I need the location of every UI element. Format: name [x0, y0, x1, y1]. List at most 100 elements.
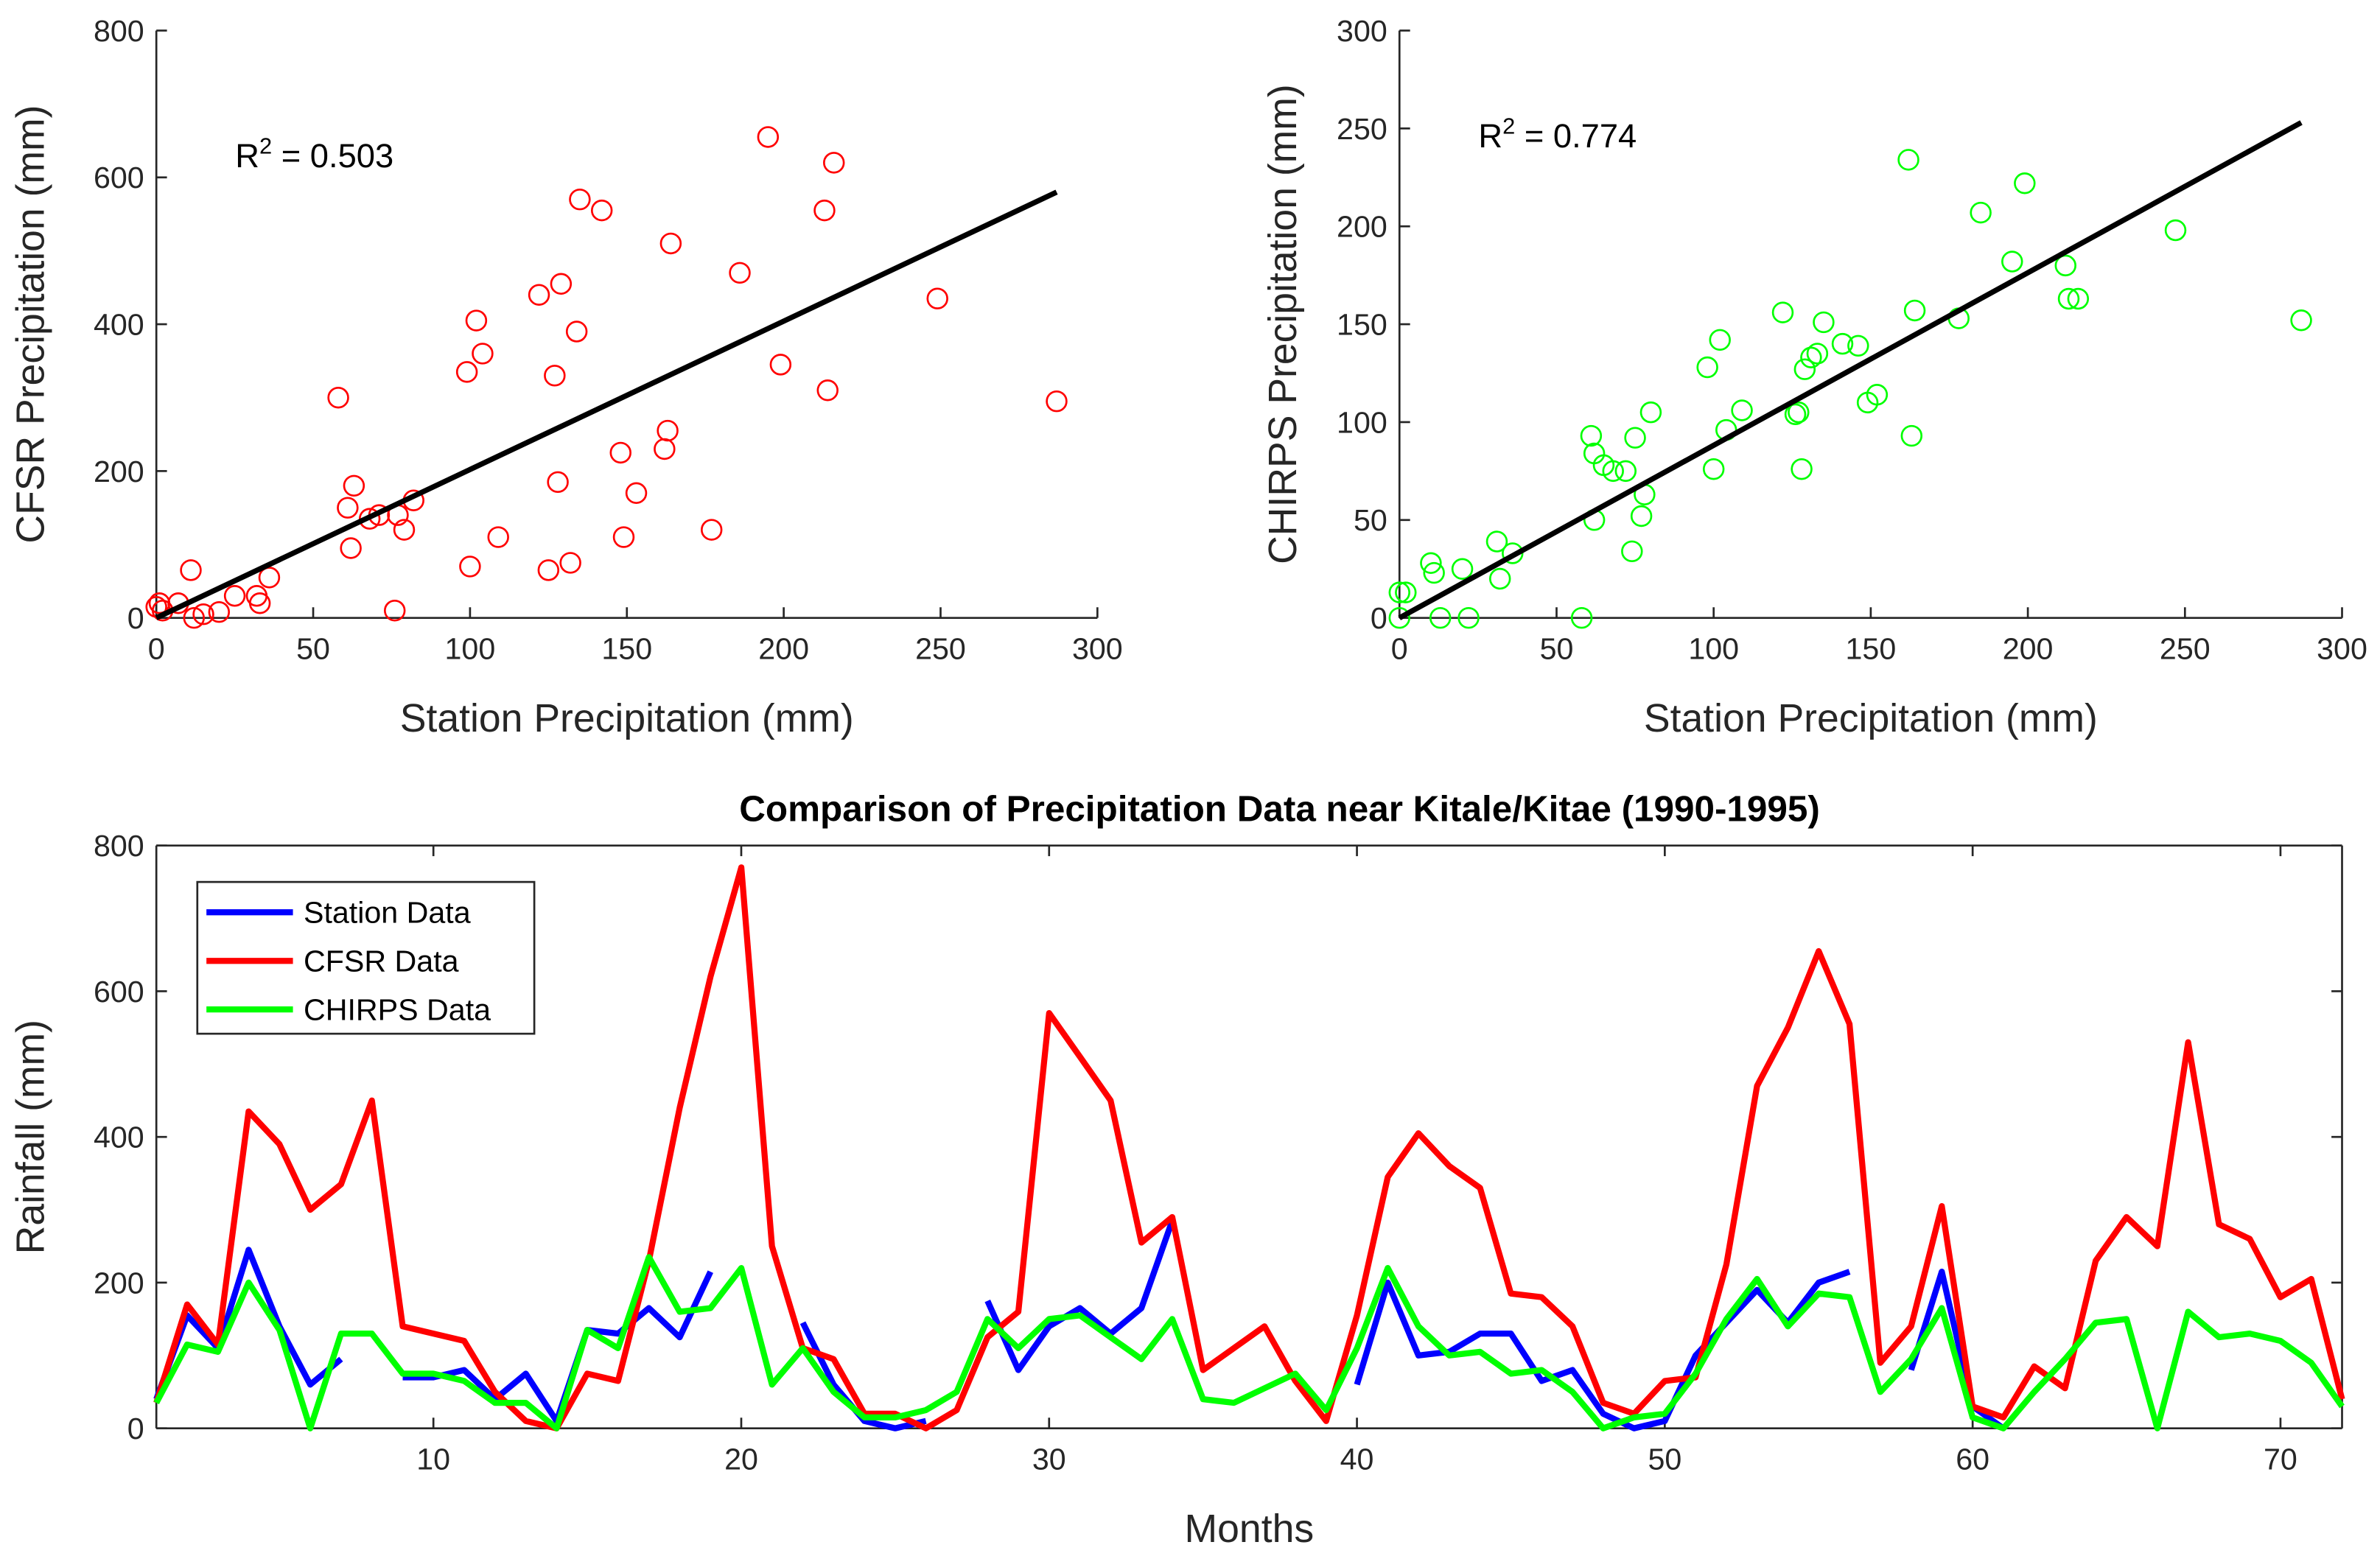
scatter-point	[1709, 329, 1731, 351]
y-tick-label: 400	[94, 1121, 144, 1154]
scatter-point	[1970, 201, 1992, 224]
scatter-point	[487, 526, 509, 548]
regression-line	[1398, 120, 2303, 620]
scatter-point	[1388, 581, 1411, 603]
scatter-point	[1813, 311, 1835, 334]
r-squared-superscript: 2	[1502, 113, 1515, 139]
scatter-point	[1847, 334, 1869, 357]
legend: Station Data CFSR Data CHIRPS Data	[196, 880, 536, 1035]
scatter-point	[1866, 384, 1889, 406]
y-tick-label: 0	[127, 1412, 144, 1445]
r-squared-annotation: R2 = 0.774	[1478, 113, 1637, 155]
x-tick-label: 0	[148, 631, 165, 665]
scatter-point	[393, 519, 416, 541]
scatter-point	[1831, 332, 1854, 355]
legend-label: CFSR Data	[304, 945, 459, 978]
y-tick-label: 250	[1337, 112, 1387, 146]
scatter-point	[569, 188, 591, 211]
x-axis-label: Station Precipitation (mm)	[400, 697, 854, 740]
scatter-point	[1696, 356, 1718, 379]
x-tick-label: 200	[2003, 631, 2054, 665]
x-tick-label: 100	[445, 631, 496, 665]
scatter-point	[2001, 250, 2023, 273]
scatter-point	[1793, 358, 1816, 380]
x-tick-label: 200	[758, 631, 809, 665]
scatter-point	[459, 556, 481, 578]
scatter-point	[1570, 606, 1593, 629]
scatter-point	[700, 519, 723, 541]
scatter-point	[2290, 309, 2312, 332]
scatter-point	[1630, 505, 1653, 528]
scatter-point	[1771, 301, 1794, 323]
r-squared-superscript: 2	[259, 133, 272, 158]
y-tick-label: 800	[94, 14, 144, 48]
y-tick-label: 200	[94, 1266, 144, 1300]
y-tick-label: 600	[94, 975, 144, 1009]
x-tick-label: 20	[724, 1442, 758, 1476]
scatter-point	[1488, 567, 1511, 590]
x-axis-label: Months	[1185, 1507, 1315, 1551]
scatter-point	[657, 419, 679, 442]
r-squared-symbol: R	[1478, 117, 1502, 155]
scatter-point	[1395, 581, 1417, 603]
scatter-point	[1423, 561, 1445, 584]
scatter-point	[1903, 299, 1926, 322]
scatter-point	[258, 567, 281, 589]
x-tick-label: 10	[416, 1442, 450, 1476]
scatter-point	[1791, 458, 1813, 480]
scatter-point	[1784, 403, 1807, 426]
scatter-point	[223, 585, 246, 607]
scatter-point	[565, 320, 588, 343]
x-tick-label: 50	[296, 631, 330, 665]
scatter-point	[183, 606, 205, 629]
scatter-point	[1388, 606, 1411, 629]
x-axis-label: Station Precipitation (mm)	[1644, 697, 2098, 740]
scatter-point	[1639, 401, 1662, 424]
y-axis-label: Rainfall (mm)	[10, 1020, 53, 1254]
scatter-point	[1580, 424, 1603, 447]
regression-line	[155, 189, 1058, 620]
x-tick-label: 0	[1391, 631, 1408, 665]
scatter-point	[544, 365, 566, 387]
scatter-point	[455, 361, 478, 383]
scatter-point	[659, 232, 682, 255]
scatter-point	[1800, 346, 1822, 368]
scatter-point	[1420, 552, 1442, 574]
scatter-point	[625, 482, 648, 504]
scatter-point	[248, 592, 271, 614]
y-tick-label: 600	[94, 161, 144, 194]
scatter-point	[1806, 343, 1829, 365]
scatter-point	[654, 438, 676, 460]
x-tick-label: 150	[601, 631, 652, 665]
scatter-point	[1602, 460, 1624, 483]
scatter-point	[537, 559, 560, 581]
scatter-point	[1900, 424, 1923, 447]
scatter-point	[180, 559, 202, 581]
scatter-point	[340, 537, 362, 559]
y-axis-label: CFSR Precipitation (mm)	[10, 105, 53, 544]
scatter-point	[472, 343, 494, 365]
scatter-point	[327, 386, 349, 409]
scatter-point	[757, 126, 780, 148]
scatter-point	[2057, 287, 2080, 310]
scatter-point	[208, 600, 231, 623]
r-squared-annotation: R2 = 0.503	[235, 133, 393, 175]
y-tick-label: 200	[94, 455, 144, 488]
y-tick-label: 200	[1337, 210, 1387, 244]
x-tick-label: 300	[2317, 631, 2367, 665]
x-tick-label: 60	[1956, 1442, 1989, 1476]
scatter-point	[1731, 399, 1753, 421]
legend-label: CHIRPS Data	[304, 993, 491, 1027]
scatter-point	[1788, 401, 1810, 424]
scatter-point	[1451, 558, 1474, 580]
scatter-point	[813, 199, 836, 222]
x-tick-label: 30	[1032, 1442, 1066, 1476]
scatter-point	[547, 471, 569, 494]
scatter-point	[192, 603, 214, 625]
series-line-chirps-data	[153, 1254, 2345, 1431]
y-tick-label: 400	[94, 307, 144, 341]
scatter-point	[550, 273, 573, 295]
scatter-point	[337, 497, 359, 519]
scatter-point	[1046, 390, 1068, 413]
